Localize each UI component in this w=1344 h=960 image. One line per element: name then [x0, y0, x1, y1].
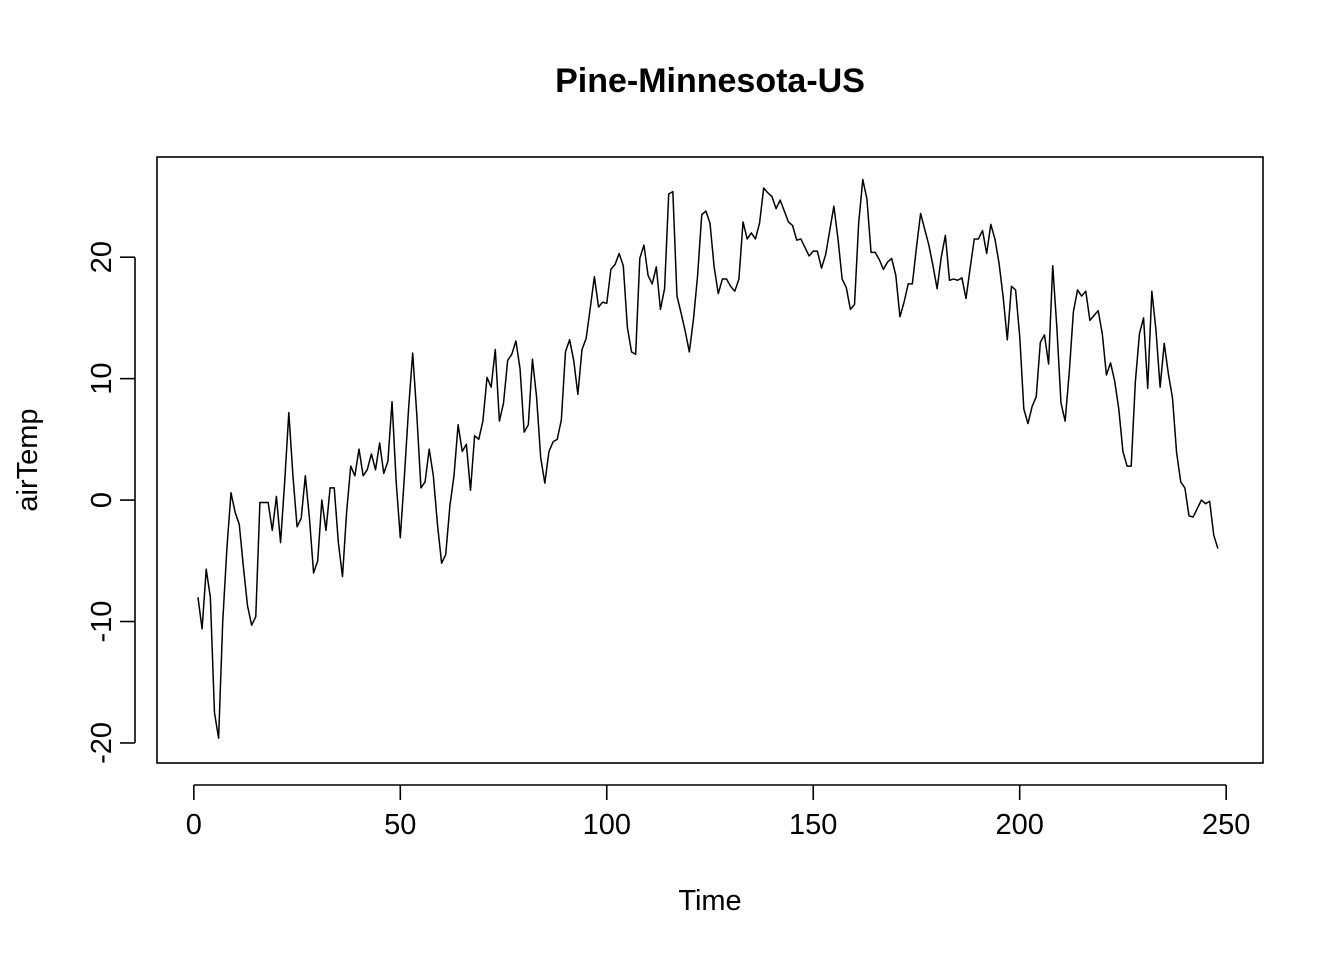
y-axis-label: airTemp [12, 408, 44, 511]
chart-title: Pine-Minnesota-US [555, 62, 865, 100]
y-tick-label: 0 [86, 492, 118, 508]
series-line-airTemp [197, 178, 1219, 739]
x-tick-label: 0 [186, 809, 202, 841]
x-tick-label: 150 [789, 809, 837, 841]
plot-frame [156, 156, 1264, 764]
x-axis-label: Time [678, 885, 741, 917]
x-tick-label: 250 [1202, 809, 1250, 841]
y-axis: -20 -10 0 10 20 [86, 241, 136, 764]
x-tick-label: 50 [384, 809, 416, 841]
y-tick-label: 10 [86, 362, 118, 394]
x-tick-label: 100 [583, 809, 631, 841]
y-tick-label: -10 [86, 601, 118, 643]
y-tick-label: 20 [86, 241, 118, 273]
y-tick-label: -20 [86, 722, 118, 764]
x-axis: 0 50 100 150 200 250 [186, 784, 1250, 841]
x-tick-label: 200 [996, 809, 1044, 841]
